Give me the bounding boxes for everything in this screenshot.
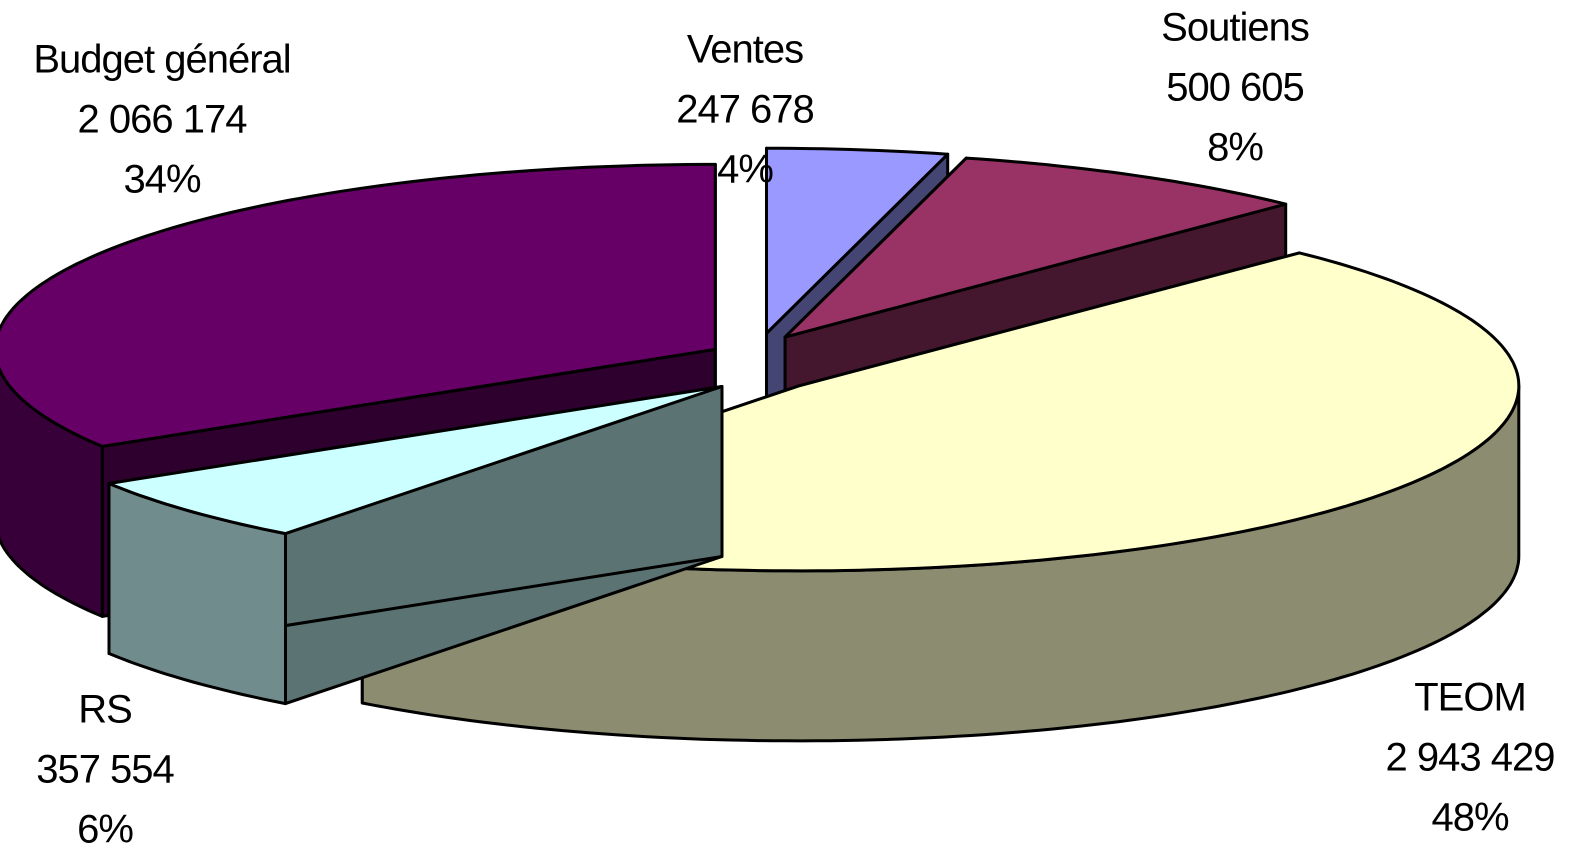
value-label: 247 678 — [676, 88, 814, 132]
slice-label: Ventes — [687, 28, 803, 72]
value-label: 500 605 — [1166, 66, 1304, 110]
value-label: 2 943 429 — [1386, 736, 1555, 780]
slice-label: Soutiens — [1161, 6, 1309, 50]
slice-top — [107, 385, 724, 536]
percent-label: 6% — [77, 808, 133, 851]
slice-label: TEOM — [1414, 676, 1526, 720]
slice-top — [0, 162, 717, 448]
percent-label: 48% — [1431, 796, 1508, 840]
value-label: 357 554 — [36, 748, 174, 792]
value-label: 2 066 174 — [78, 98, 248, 142]
percent-label: 34% — [123, 158, 200, 202]
slice-top — [783, 156, 1288, 339]
slice-top — [765, 146, 950, 335]
percent-label: 4% — [717, 148, 773, 192]
slice — [107, 385, 724, 706]
slice-label: RS — [78, 688, 132, 732]
percent-label: 8% — [1207, 126, 1263, 170]
slice-label: Budget général — [33, 38, 290, 82]
